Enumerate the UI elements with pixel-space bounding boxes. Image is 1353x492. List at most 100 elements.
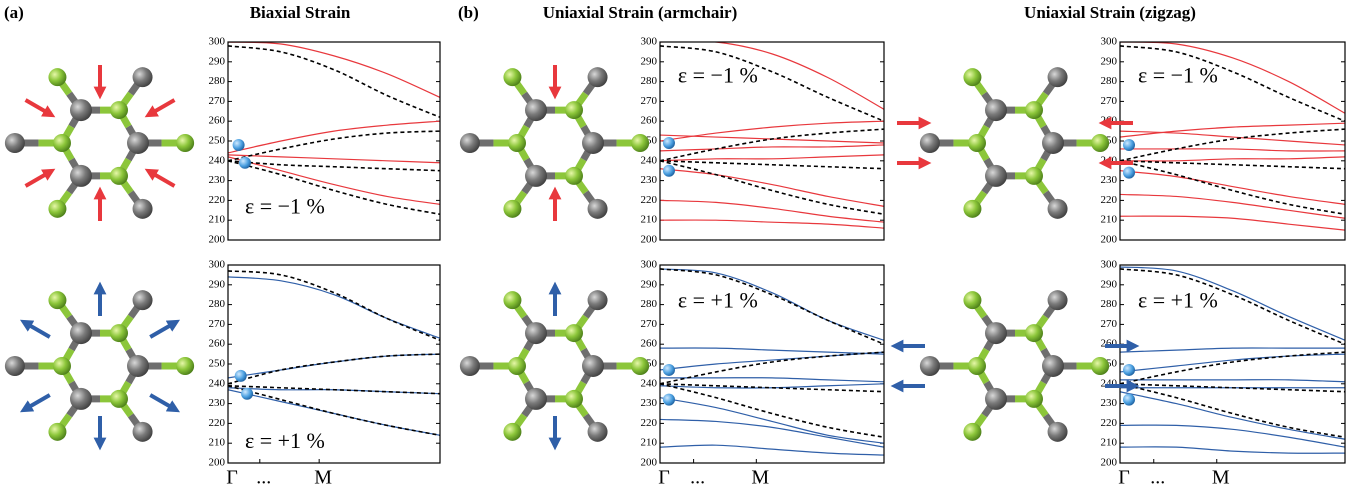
y-tick-label: 240 xyxy=(641,154,658,166)
molecule xyxy=(460,288,649,444)
atom xyxy=(503,68,521,86)
mode-marker xyxy=(663,394,675,406)
atom xyxy=(1042,132,1064,154)
y-tick-label: 200 xyxy=(209,457,226,469)
x-tick-label: ... xyxy=(690,467,705,489)
molecule xyxy=(5,65,194,221)
y-tick-label: 250 xyxy=(209,135,226,147)
strain-arrow xyxy=(26,172,50,186)
figure: (a) (b) 20021022023024025026027028029030… xyxy=(0,0,1353,492)
y-tick-label: 220 xyxy=(209,417,226,429)
band-curve xyxy=(660,419,884,447)
atom xyxy=(503,291,521,309)
atom xyxy=(582,132,604,154)
atom xyxy=(133,199,153,219)
atom xyxy=(70,322,92,344)
atom xyxy=(588,67,608,87)
atom xyxy=(110,390,128,408)
atom xyxy=(588,422,608,442)
atom xyxy=(70,388,92,410)
x-tick-label: ... xyxy=(1150,467,1165,489)
atom xyxy=(1091,134,1109,152)
atom xyxy=(565,390,583,408)
band-curve xyxy=(660,200,884,222)
atom xyxy=(460,356,480,376)
atom xyxy=(508,134,526,152)
atom xyxy=(985,99,1007,121)
atom xyxy=(5,133,25,153)
band-curve xyxy=(660,378,884,382)
x-tick-label: Γ xyxy=(1118,467,1130,489)
band-curve xyxy=(1120,194,1345,218)
atom xyxy=(110,101,128,119)
y-tick-label: 220 xyxy=(1101,417,1118,429)
atom xyxy=(963,291,981,309)
atom xyxy=(48,423,66,441)
strain-arrow xyxy=(150,395,174,409)
y-tick-label: 200 xyxy=(641,457,658,469)
y-tick-label: 210 xyxy=(1101,437,1118,449)
band-plot: 200210220230240250260270280290300Γ...Mε … xyxy=(641,259,885,489)
mode-marker xyxy=(241,388,253,400)
mode-marker xyxy=(1123,167,1135,179)
strain-arrow xyxy=(26,395,50,409)
atom xyxy=(1048,422,1068,442)
atom xyxy=(588,199,608,219)
y-tick-label: 200 xyxy=(641,234,658,246)
mode-marker xyxy=(663,137,675,149)
y-tick-label: 300 xyxy=(641,259,658,271)
y-tick-label: 300 xyxy=(1101,259,1118,271)
x-tick-label: M xyxy=(1212,467,1230,489)
x-tick-label: M xyxy=(314,467,332,489)
y-tick-label: 280 xyxy=(1101,298,1118,310)
atom xyxy=(1025,324,1043,342)
atom xyxy=(565,324,583,342)
strain-annotation: ε = −1 % xyxy=(245,193,325,218)
atom xyxy=(631,134,649,152)
panel-label: (b) xyxy=(458,3,479,22)
atom xyxy=(1042,355,1064,377)
band-curve xyxy=(1120,447,1345,453)
atom xyxy=(920,133,940,153)
y-tick-label: 300 xyxy=(209,36,226,48)
strain-annotation: ε = +1 % xyxy=(1138,288,1218,313)
band-curve xyxy=(1120,216,1345,230)
y-tick-label: 290 xyxy=(1101,278,1118,290)
band-curve xyxy=(228,46,440,117)
atom xyxy=(1091,357,1109,375)
atom xyxy=(48,200,66,218)
mode-marker xyxy=(233,139,245,151)
panel-title: Biaxial Strain xyxy=(250,3,351,22)
atom xyxy=(127,132,149,154)
atom xyxy=(1048,199,1068,219)
strain-arrow xyxy=(150,323,174,337)
mode-marker xyxy=(1123,394,1135,406)
atom xyxy=(1048,290,1068,310)
y-tick-label: 230 xyxy=(1101,174,1118,186)
atom xyxy=(525,388,547,410)
band-curve xyxy=(660,384,884,437)
band-curve xyxy=(660,348,884,354)
curves xyxy=(228,42,440,214)
band-curve xyxy=(660,220,884,228)
band-curve xyxy=(1120,123,1345,137)
y-tick-label: 280 xyxy=(209,298,226,310)
atom xyxy=(1025,390,1043,408)
y-tick-label: 300 xyxy=(1101,36,1118,48)
y-tick-label: 290 xyxy=(209,278,226,290)
y-tick-label: 300 xyxy=(641,36,658,48)
atom xyxy=(127,355,149,377)
atom xyxy=(582,355,604,377)
strain-annotation: ε = −1 % xyxy=(678,63,758,88)
band-curve xyxy=(1120,161,1345,214)
atom xyxy=(565,101,583,119)
molecule xyxy=(897,67,1133,219)
y-tick-label: 230 xyxy=(209,397,226,409)
atom xyxy=(525,99,547,121)
mode-marker xyxy=(1123,139,1135,151)
band-curve xyxy=(228,354,440,384)
atom xyxy=(963,68,981,86)
atom xyxy=(968,357,986,375)
